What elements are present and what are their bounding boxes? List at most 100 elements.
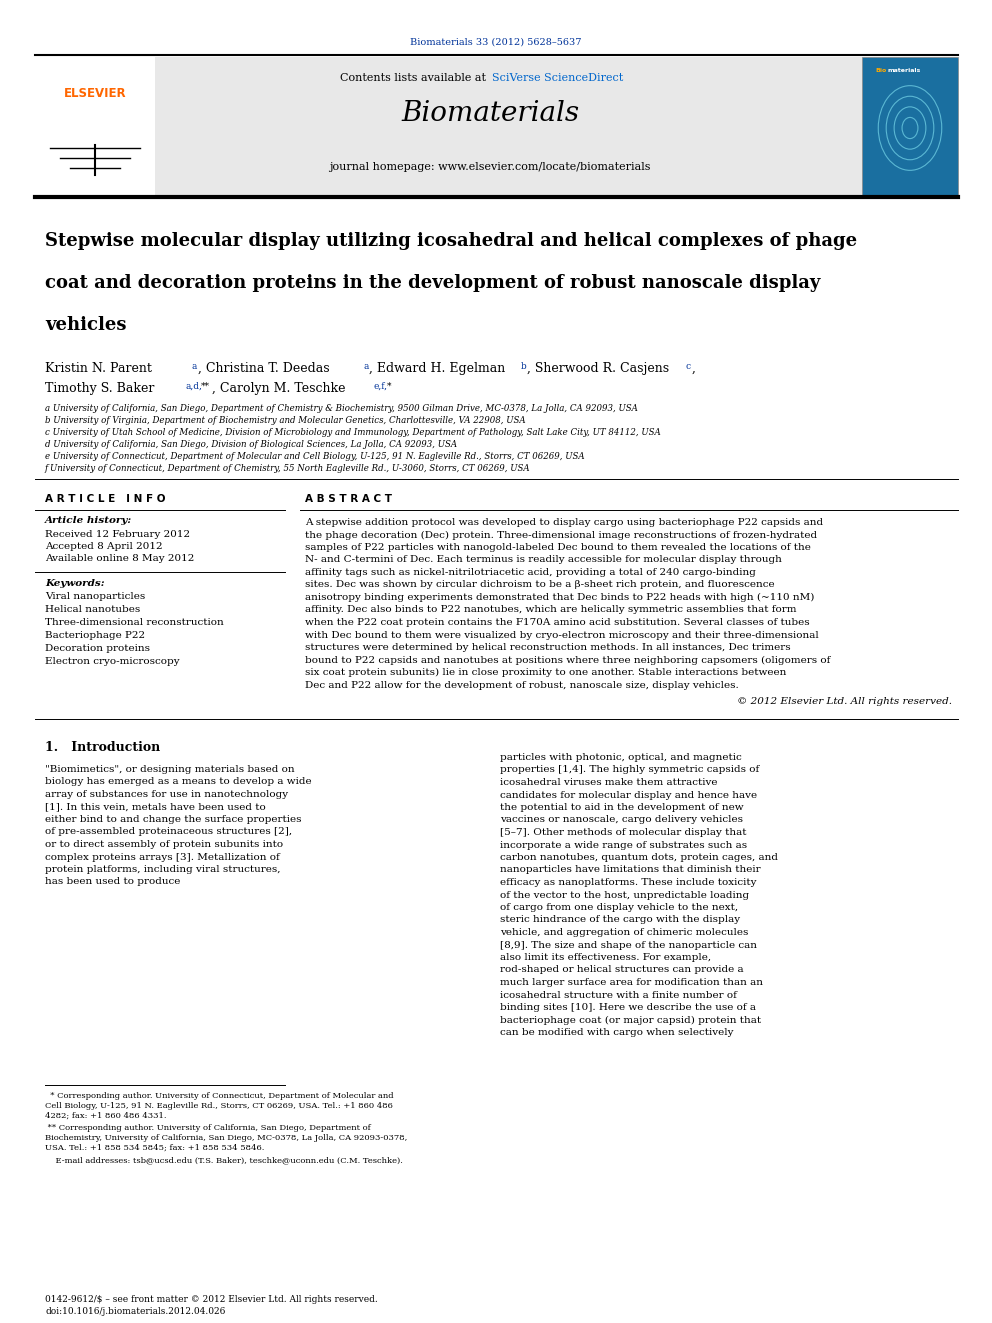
Text: Received 12 February 2012: Received 12 February 2012 xyxy=(45,531,190,538)
Text: c University of Utah School of Medicine, Division of Microbiology and Immunology: c University of Utah School of Medicine,… xyxy=(45,429,661,437)
Text: d University of California, San Diego, Division of Biological Sciences, La Jolla: d University of California, San Diego, D… xyxy=(45,441,457,448)
Text: six coat protein subunits) lie in close proximity to one another. Stable interac: six coat protein subunits) lie in close … xyxy=(305,668,787,677)
Text: a University of California, San Diego, Department of Chemistry & Biochemistry, 9: a University of California, San Diego, D… xyxy=(45,404,638,413)
Text: Timothy S. Baker: Timothy S. Baker xyxy=(45,382,155,396)
Text: of pre-assembled proteinaceous structures [2],: of pre-assembled proteinaceous structure… xyxy=(45,827,292,836)
Text: 4282; fax: +1 860 486 4331.: 4282; fax: +1 860 486 4331. xyxy=(45,1113,167,1121)
Text: N- and C-termini of Dec. Each terminus is readily accessible for molecular displ: N- and C-termini of Dec. Each terminus i… xyxy=(305,556,782,565)
Text: affinity tags such as nickel-nitrilotriacetic acid, providing a total of 240 car: affinity tags such as nickel-nitrilotria… xyxy=(305,568,756,577)
Text: USA. Tel.: +1 858 534 5845; fax: +1 858 534 5846.: USA. Tel.: +1 858 534 5845; fax: +1 858 … xyxy=(45,1144,265,1152)
Text: [8,9]. The size and shape of the nanoparticle can: [8,9]. The size and shape of the nanopar… xyxy=(500,941,757,950)
Text: Keywords:: Keywords: xyxy=(45,579,104,587)
Text: journal homepage: www.elsevier.com/locate/biomaterials: journal homepage: www.elsevier.com/locat… xyxy=(329,161,651,172)
Text: ,: , xyxy=(692,363,695,374)
Text: E-mail addresses: tsb@ucsd.edu (T.S. Baker), teschke@uconn.edu (C.M. Teschke).: E-mail addresses: tsb@ucsd.edu (T.S. Bak… xyxy=(45,1156,403,1164)
Text: steric hindrance of the cargo with the display: steric hindrance of the cargo with the d… xyxy=(500,916,740,925)
Text: icosahedral structure with a finite number of: icosahedral structure with a finite numb… xyxy=(500,991,737,999)
Text: vehicle, and aggregation of chimeric molecules: vehicle, and aggregation of chimeric mol… xyxy=(500,927,748,937)
Text: SciVerse ScienceDirect: SciVerse ScienceDirect xyxy=(492,73,623,83)
Text: Biomaterials: Biomaterials xyxy=(401,101,579,127)
Bar xyxy=(35,57,958,194)
Text: has been used to produce: has been used to produce xyxy=(45,877,181,886)
Bar xyxy=(862,57,958,194)
Text: or to direct assembly of protein subunits into: or to direct assembly of protein subunit… xyxy=(45,840,283,849)
Text: bacteriophage coat (or major capsid) protein that: bacteriophage coat (or major capsid) pro… xyxy=(500,1016,761,1024)
Text: properties [1,4]. The highly symmetric capsids of: properties [1,4]. The highly symmetric c… xyxy=(500,766,759,774)
Text: binding sites [10]. Here we describe the use of a: binding sites [10]. Here we describe the… xyxy=(500,1003,756,1012)
Text: ELSEVIER: ELSEVIER xyxy=(63,87,126,101)
Text: nanoparticles have limitations that diminish their: nanoparticles have limitations that dimi… xyxy=(500,865,761,875)
Text: © 2012 Elsevier Ltd. All rights reserved.: © 2012 Elsevier Ltd. All rights reserved… xyxy=(737,697,952,706)
Text: c: c xyxy=(686,363,691,370)
Text: either bind to and change the surface properties: either bind to and change the surface pr… xyxy=(45,815,302,824)
Text: Decoration proteins: Decoration proteins xyxy=(45,644,150,654)
Text: Viral nanoparticles: Viral nanoparticles xyxy=(45,591,145,601)
Text: * Corresponding author. University of Connecticut, Department of Molecular and: * Corresponding author. University of Co… xyxy=(45,1091,394,1099)
Text: Dec and P22 allow for the development of robust, nanoscale size, display vehicle: Dec and P22 allow for the development of… xyxy=(305,680,739,689)
Text: candidates for molecular display and hence have: candidates for molecular display and hen… xyxy=(500,791,757,799)
Text: [5–7]. Other methods of molecular display that: [5–7]. Other methods of molecular displa… xyxy=(500,828,747,837)
Text: A stepwise addition protocol was developed to display cargo using bacteriophage : A stepwise addition protocol was develop… xyxy=(305,519,823,527)
Text: coat and decoration proteins in the development of robust nanoscale display: coat and decoration proteins in the deve… xyxy=(45,274,820,292)
Text: Bacteriophage P22: Bacteriophage P22 xyxy=(45,631,145,640)
Text: Cell Biology, U-125, 91 N. Eagleville Rd., Storrs, CT 06269, USA. Tel.: +1 860 4: Cell Biology, U-125, 91 N. Eagleville Rd… xyxy=(45,1102,393,1110)
Text: Helical nanotubes: Helical nanotubes xyxy=(45,605,140,614)
Text: "Biomimetics", or designing materials based on: "Biomimetics", or designing materials ba… xyxy=(45,765,295,774)
Text: the potential to aid in the development of new: the potential to aid in the development … xyxy=(500,803,744,812)
Text: incorporate a wide range of substrates such as: incorporate a wide range of substrates s… xyxy=(500,840,747,849)
Text: carbon nanotubes, quantum dots, protein cages, and: carbon nanotubes, quantum dots, protein … xyxy=(500,853,778,863)
Text: Three-dimensional reconstruction: Three-dimensional reconstruction xyxy=(45,618,224,627)
Text: , Edward H. Egelman: , Edward H. Egelman xyxy=(369,363,505,374)
Text: structures were determined by helical reconstruction methods. In all instances, : structures were determined by helical re… xyxy=(305,643,791,652)
Text: A R T I C L E   I N F O: A R T I C L E I N F O xyxy=(45,493,166,504)
Text: Contents lists available at: Contents lists available at xyxy=(340,73,490,83)
Text: materials: materials xyxy=(887,67,921,73)
Text: sites. Dec was shown by circular dichroism to be a β-sheet rich protein, and flu: sites. Dec was shown by circular dichroi… xyxy=(305,581,775,590)
Text: doi:10.1016/j.biomaterials.2012.04.026: doi:10.1016/j.biomaterials.2012.04.026 xyxy=(45,1307,225,1316)
Text: b: b xyxy=(521,363,527,370)
Text: Available online 8 May 2012: Available online 8 May 2012 xyxy=(45,554,194,564)
Text: , Sherwood R. Casjens: , Sherwood R. Casjens xyxy=(527,363,670,374)
Text: a,d,: a,d, xyxy=(186,382,203,392)
Text: affinity. Dec also binds to P22 nanotubes, which are helically symmetric assembl: affinity. Dec also binds to P22 nanotube… xyxy=(305,606,797,614)
Text: can be modified with cargo when selectively: can be modified with cargo when selectiv… xyxy=(500,1028,733,1037)
Text: ** Corresponding author. University of California, San Diego, Department of: ** Corresponding author. University of C… xyxy=(45,1125,371,1132)
Text: , Carolyn M. Teschke: , Carolyn M. Teschke xyxy=(212,382,345,396)
Text: vehicles: vehicles xyxy=(45,316,127,333)
Text: *: * xyxy=(387,382,392,392)
Text: of the vector to the host, unpredictable loading: of the vector to the host, unpredictable… xyxy=(500,890,749,900)
Text: of cargo from one display vehicle to the next,: of cargo from one display vehicle to the… xyxy=(500,904,738,912)
Text: Biomaterials 33 (2012) 5628–5637: Biomaterials 33 (2012) 5628–5637 xyxy=(411,38,581,48)
Text: e University of Connecticut, Department of Molecular and Cell Biology, U-125, 91: e University of Connecticut, Department … xyxy=(45,452,584,460)
Text: A B S T R A C T: A B S T R A C T xyxy=(305,493,392,504)
Text: b University of Virginia, Department of Biochemistry and Molecular Genetics, Cha: b University of Virginia, Department of … xyxy=(45,415,526,425)
Text: anisotropy binding experiments demonstrated that Dec binds to P22 heads with hig: anisotropy binding experiments demonstra… xyxy=(305,593,814,602)
Bar xyxy=(35,57,155,194)
Text: with Dec bound to them were visualized by cryo-electron microscopy and their thr: with Dec bound to them were visualized b… xyxy=(305,631,818,639)
Text: 0142-9612/$ – see front matter © 2012 Elsevier Ltd. All rights reserved.: 0142-9612/$ – see front matter © 2012 El… xyxy=(45,1295,378,1304)
Text: biology has emerged as a means to develop a wide: biology has emerged as a means to develo… xyxy=(45,778,311,786)
Text: a: a xyxy=(192,363,197,370)
Text: , Christina T. Deedas: , Christina T. Deedas xyxy=(198,363,329,374)
Text: rod-shaped or helical structures can provide a: rod-shaped or helical structures can pro… xyxy=(500,966,744,975)
Text: Biochemistry, University of California, San Diego, MC-0378, La Jolla, CA 92093-0: Biochemistry, University of California, … xyxy=(45,1134,408,1142)
Text: e,f,: e,f, xyxy=(373,382,387,392)
Text: array of substances for use in nanotechnology: array of substances for use in nanotechn… xyxy=(45,790,288,799)
Text: samples of P22 particles with nanogold-labeled Dec bound to them revealed the lo: samples of P22 particles with nanogold-l… xyxy=(305,542,810,552)
Text: [1]. In this vein, metals have been used to: [1]. In this vein, metals have been used… xyxy=(45,803,266,811)
Text: Article history:: Article history: xyxy=(45,516,132,525)
Text: f University of Connecticut, Department of Chemistry, 55 North Eagleville Rd., U: f University of Connecticut, Department … xyxy=(45,464,531,474)
Text: when the P22 coat protein contains the F170A amino acid substitution. Several cl: when the P22 coat protein contains the F… xyxy=(305,618,809,627)
Text: Accepted 8 April 2012: Accepted 8 April 2012 xyxy=(45,542,163,550)
Text: a: a xyxy=(363,363,368,370)
Text: protein platforms, including viral structures,: protein platforms, including viral struc… xyxy=(45,865,281,875)
Text: 1.   Introduction: 1. Introduction xyxy=(45,741,161,754)
Text: the phage decoration (Dec) protein. Three-dimensional image reconstructions of f: the phage decoration (Dec) protein. Thre… xyxy=(305,531,817,540)
Text: bound to P22 capsids and nanotubes at positions where three neighboring capsomer: bound to P22 capsids and nanotubes at po… xyxy=(305,655,830,664)
Text: vaccines or nanoscale, cargo delivery vehicles: vaccines or nanoscale, cargo delivery ve… xyxy=(500,815,743,824)
Text: particles with photonic, optical, and magnetic: particles with photonic, optical, and ma… xyxy=(500,753,742,762)
Text: Bio: Bio xyxy=(875,67,886,73)
Text: Electron cryo-microscopy: Electron cryo-microscopy xyxy=(45,658,180,665)
Text: Kristin N. Parent: Kristin N. Parent xyxy=(45,363,152,374)
Text: efficacy as nanoplatforms. These include toxicity: efficacy as nanoplatforms. These include… xyxy=(500,878,757,886)
